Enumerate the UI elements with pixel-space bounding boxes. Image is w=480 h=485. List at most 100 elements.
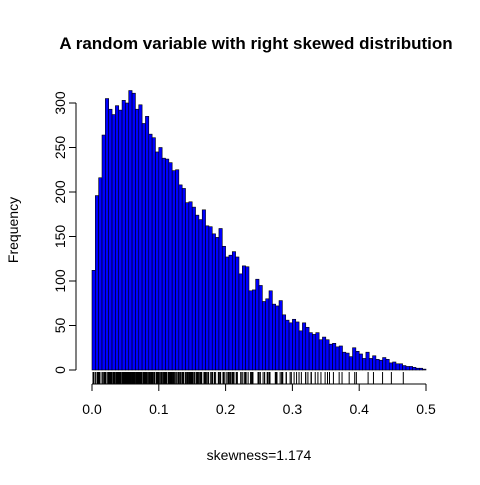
y-axis-label: Frequency	[5, 197, 21, 263]
histogram-bar	[325, 339, 330, 371]
histogram-bar	[415, 367, 420, 371]
histogram-bar	[419, 367, 423, 371]
x-tick-label: 0.3	[283, 401, 303, 417]
histogram-bar	[248, 290, 253, 371]
histogram-bar	[365, 351, 370, 371]
histogram-bar	[275, 305, 280, 371]
histogram-bar	[255, 278, 260, 371]
histogram-bar	[151, 137, 156, 371]
histogram-bar	[382, 357, 387, 371]
histogram-bar	[225, 256, 230, 371]
histogram-bar	[422, 368, 427, 371]
histogram-bar	[215, 237, 220, 371]
histogram-bar	[372, 355, 377, 371]
histogram-bar	[312, 334, 317, 371]
histogram-bar	[231, 251, 236, 371]
rug-marks	[92, 372, 404, 384]
histogram-bar	[118, 109, 123, 371]
histogram-bar	[145, 116, 150, 371]
histogram-bar	[168, 162, 173, 371]
histogram-bar	[105, 98, 110, 371]
histogram-bar	[218, 228, 223, 371]
histogram-bar	[191, 206, 196, 371]
x-axis: 0.0 0.1 0.2 0.3 0.4 0.5	[82, 383, 436, 417]
histogram-bar	[388, 362, 393, 371]
histogram-bar	[318, 339, 323, 371]
histogram-bar	[412, 367, 417, 371]
histogram-bar	[188, 201, 193, 371]
histogram-bar	[108, 108, 113, 371]
histogram-bar	[91, 270, 96, 371]
histogram-bar	[131, 92, 136, 371]
y-tick-label: 50	[52, 318, 68, 334]
histogram-bar	[332, 342, 337, 371]
histogram-bar	[228, 254, 233, 371]
histogram-bar	[282, 314, 287, 371]
histogram-bar	[115, 105, 120, 371]
y-tick-label: 0	[52, 366, 68, 374]
histogram-bar	[342, 351, 347, 371]
histogram-bar	[345, 352, 350, 371]
histogram-bar	[352, 347, 357, 371]
histogram-bar	[258, 285, 263, 371]
histogram-bar	[362, 358, 367, 371]
histogram-bar	[378, 359, 383, 371]
histogram-bar	[375, 359, 380, 371]
histogram-bar	[148, 133, 153, 371]
histogram-bar	[135, 108, 140, 371]
chart-title: A random variable with right skewed dist…	[59, 34, 452, 53]
histogram-bar	[235, 256, 240, 371]
histogram-bar	[195, 214, 200, 371]
histogram-bar	[392, 361, 397, 371]
x-tick-label: 0.0	[82, 401, 102, 417]
histogram-bar	[315, 332, 320, 371]
histogram-bar	[158, 147, 163, 371]
histogram-bar	[101, 134, 106, 371]
histogram-bar	[171, 170, 176, 371]
histogram-bar	[175, 169, 180, 371]
histogram-bars	[91, 90, 427, 371]
x-tick-label: 0.4	[349, 401, 369, 417]
histogram-bar	[245, 266, 250, 371]
histogram-bar	[95, 195, 99, 371]
histogram-bar	[295, 321, 300, 371]
histogram-bar	[121, 100, 126, 371]
histogram-bar	[221, 245, 226, 371]
histogram-bar	[201, 209, 206, 371]
histogram-bar	[348, 356, 353, 371]
histogram-bar	[111, 114, 116, 371]
histogram-bar	[205, 225, 210, 371]
y-axis: 0 50 100 150 200 250 300	[52, 91, 77, 374]
histogram-bar	[138, 104, 143, 371]
x-tick-label: 0.5	[416, 401, 436, 417]
histogram-bar	[305, 326, 310, 371]
histogram-bar	[211, 233, 216, 371]
histogram-bar	[208, 226, 213, 371]
x-axis-label: skewness=1.174	[207, 447, 312, 463]
histogram-bar	[141, 123, 146, 371]
histogram-bar	[395, 363, 400, 371]
histogram-bar	[298, 330, 303, 371]
histogram-bar	[358, 353, 363, 371]
y-tick-label: 200	[52, 180, 68, 204]
histogram-bar	[238, 273, 243, 371]
histogram-bar	[178, 184, 183, 371]
y-tick-label: 300	[52, 91, 68, 115]
histogram-bar	[322, 336, 327, 371]
histogram-bar	[272, 303, 276, 371]
histogram-bar	[285, 319, 290, 371]
histogram-bar	[181, 188, 186, 371]
histogram-bar	[98, 177, 103, 371]
histogram-bar	[408, 366, 413, 371]
histogram-bar	[328, 343, 333, 371]
y-tick-label: 150	[52, 225, 68, 249]
histogram-bar	[155, 151, 160, 371]
histogram-bar	[385, 359, 390, 371]
x-tick-label: 0.1	[149, 401, 169, 417]
y-tick-label: 250	[52, 136, 68, 160]
histogram-bar	[252, 289, 256, 371]
histogram-bar	[308, 332, 313, 371]
histogram-bar	[398, 363, 403, 371]
